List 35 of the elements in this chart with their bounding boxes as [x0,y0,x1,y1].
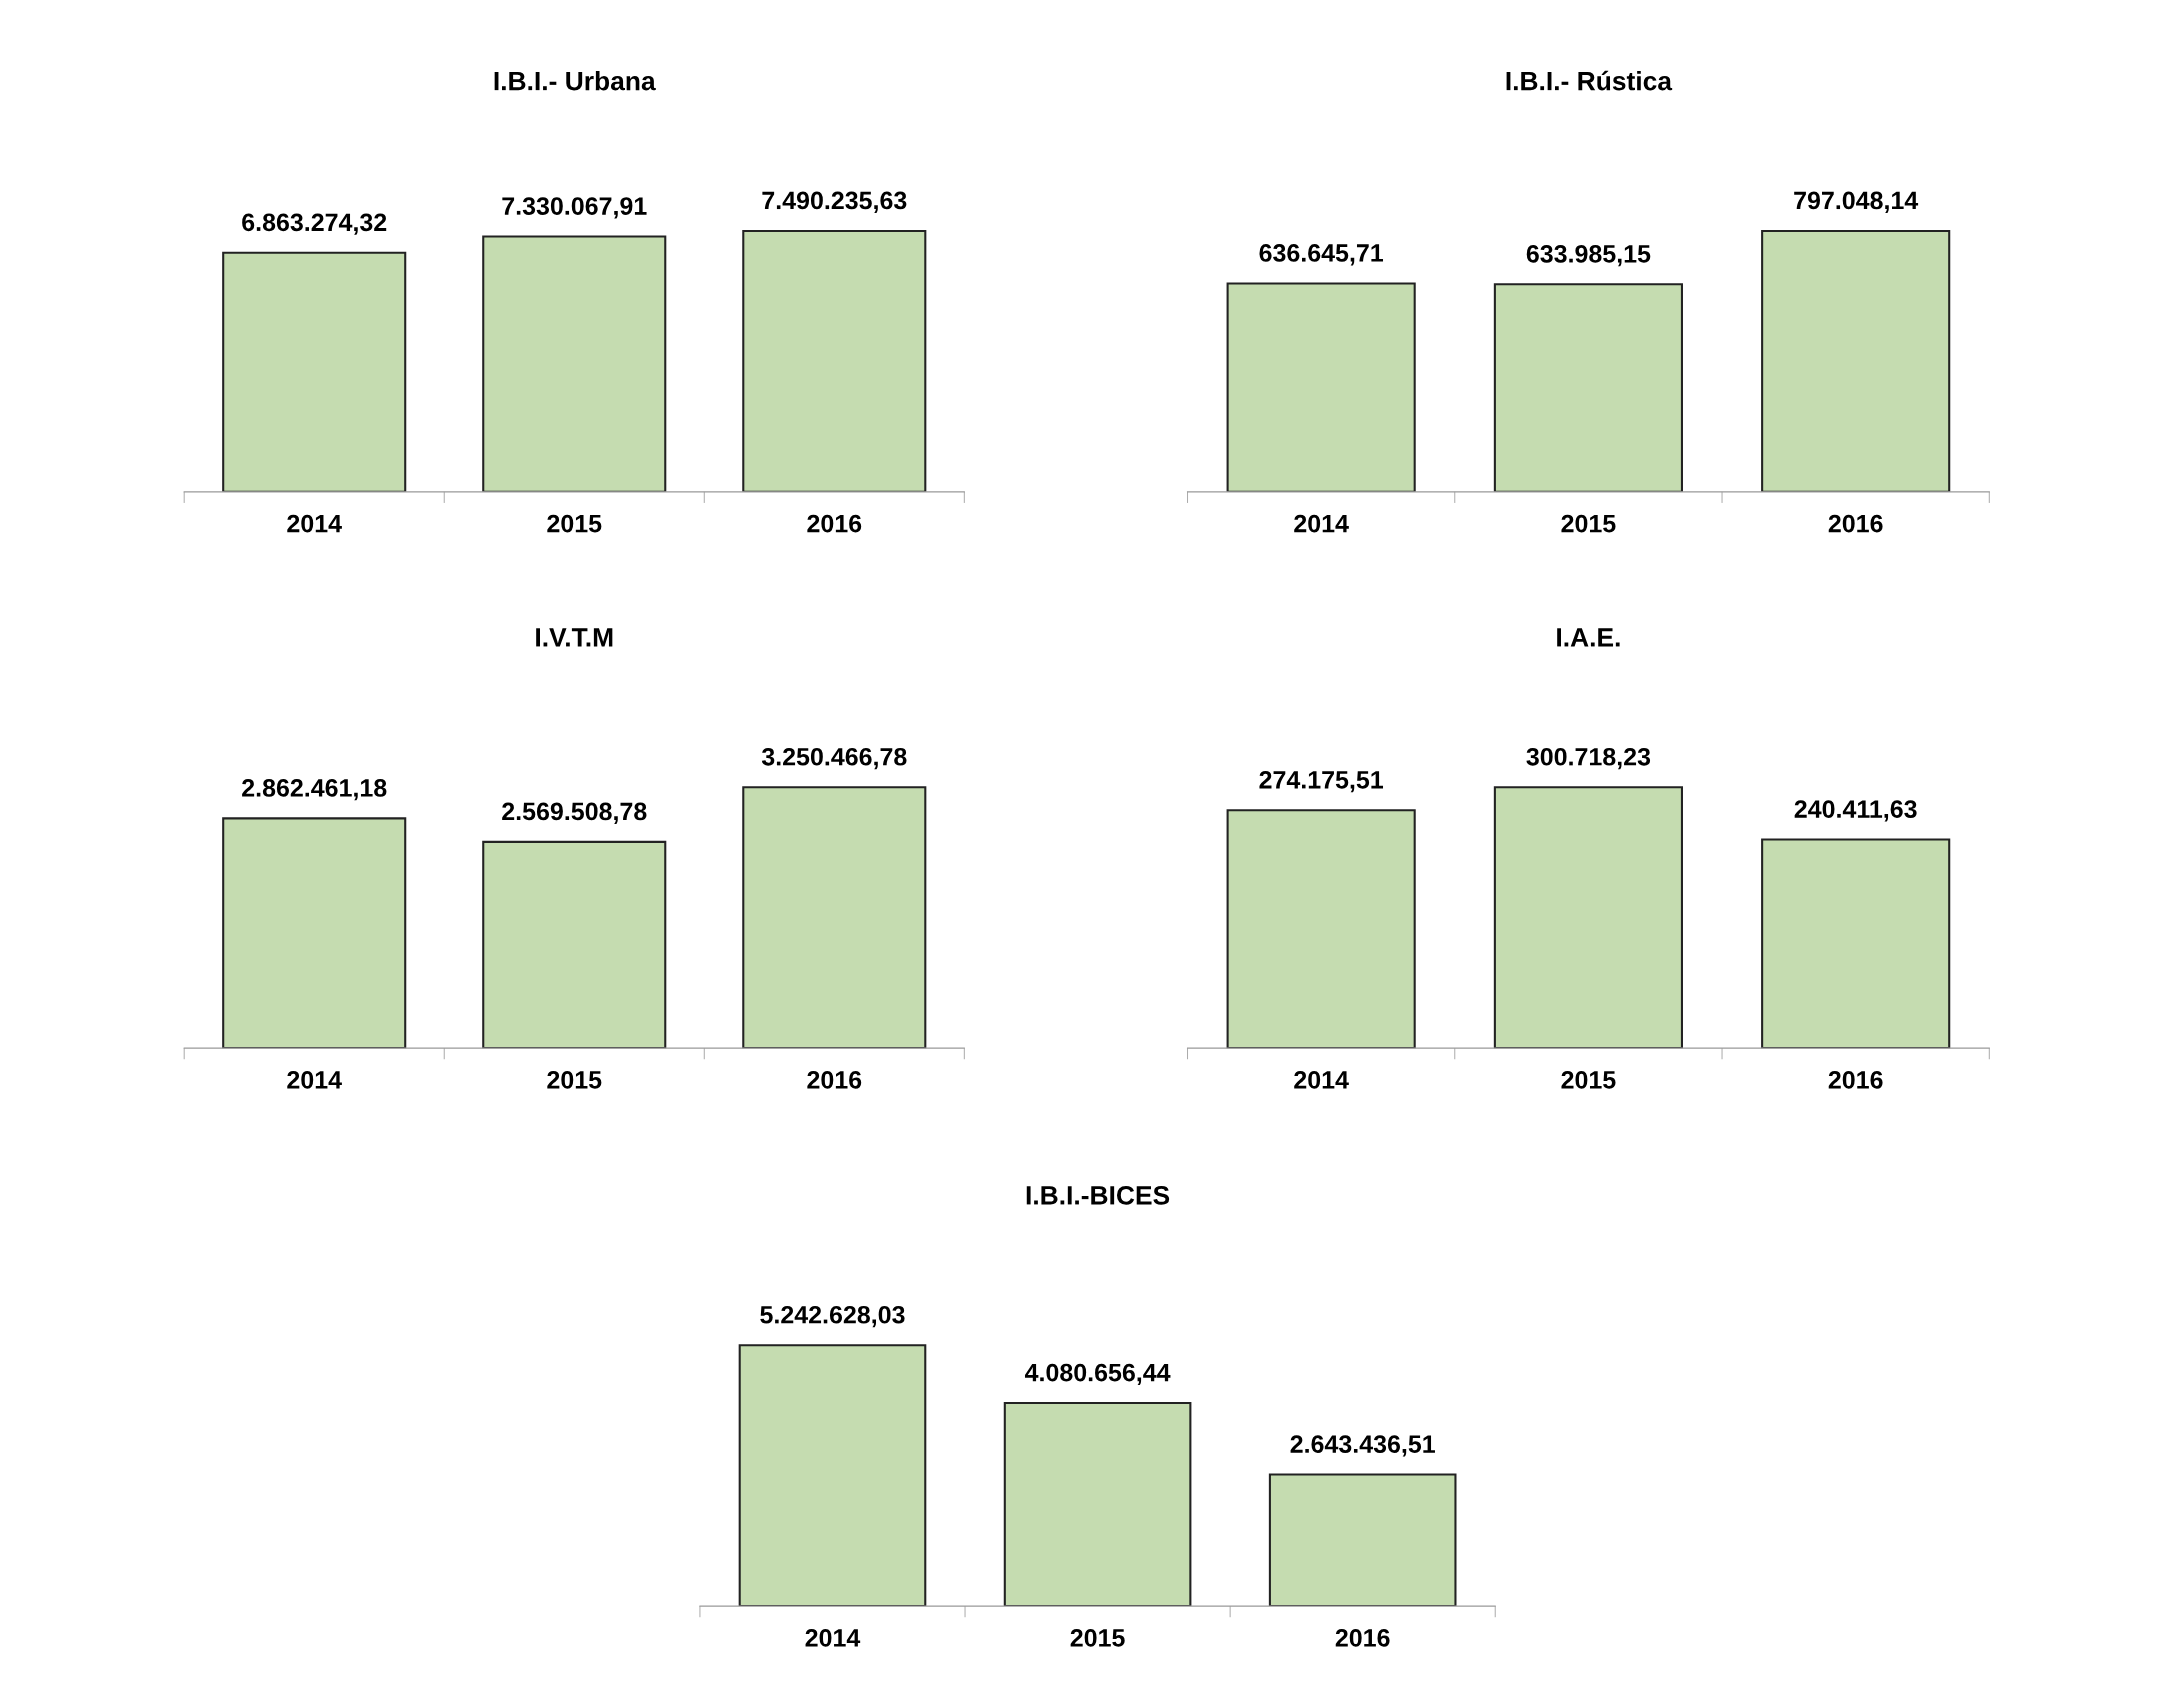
x-tick-label: 2016 [1828,1071,1883,1089]
x-tick-label: 2015 [1561,514,1616,533]
x-tick-label: 2015 [547,514,602,533]
data-label: 2.643.436,51 [1290,1435,1435,1457]
data-label: 3.250.466,78 [761,747,907,770]
x-tick-label: 2014 [287,1071,342,1089]
x-tick-label: 2014 [805,1628,861,1647]
data-label: 240.411,63 [1794,800,1917,822]
data-label: 7.490.235,63 [762,191,907,213]
x-tick-label: 2016 [1828,514,1883,533]
data-label: 274.175,51 [1259,770,1384,793]
chart-title: I.B.I.-BICES [1026,1185,1170,1205]
data-label: 2.862.461,18 [242,779,387,801]
chart-title: I.A.E. [1557,628,1620,647]
data-label: 4.080.656,44 [1024,1363,1171,1386]
chart-title: I.B.I.- Rústica [1506,70,1673,91]
x-tick-label: 2016 [807,1071,862,1089]
data-label: 300.718,23 [1526,747,1651,770]
data-label: 633.985,15 [1526,244,1651,267]
x-tick-label: 2014 [1294,1071,1349,1089]
data-label: 5.242.628,03 [760,1305,905,1328]
x-tick-label: 2016 [1335,1628,1390,1647]
x-tick-label: 2015 [547,1071,602,1089]
x-tick-label: 2014 [287,514,342,533]
x-tick-label: 2016 [807,514,862,533]
data-label: 797.048,14 [1794,191,1919,213]
chart-title: I.V.T.M [536,628,613,647]
x-tick-label: 2015 [1070,1628,1125,1647]
data-label: 7.330.067,91 [502,197,647,219]
x-tick-label: 2015 [1561,1071,1616,1089]
data-label: 6.863.274,32 [242,213,387,235]
chart-title: I.B.I.- Urbana [494,71,656,91]
data-label: 2.569.508,78 [502,802,647,824]
data-label: 636.645,71 [1259,244,1384,266]
x-tick-label: 2014 [1294,514,1349,533]
